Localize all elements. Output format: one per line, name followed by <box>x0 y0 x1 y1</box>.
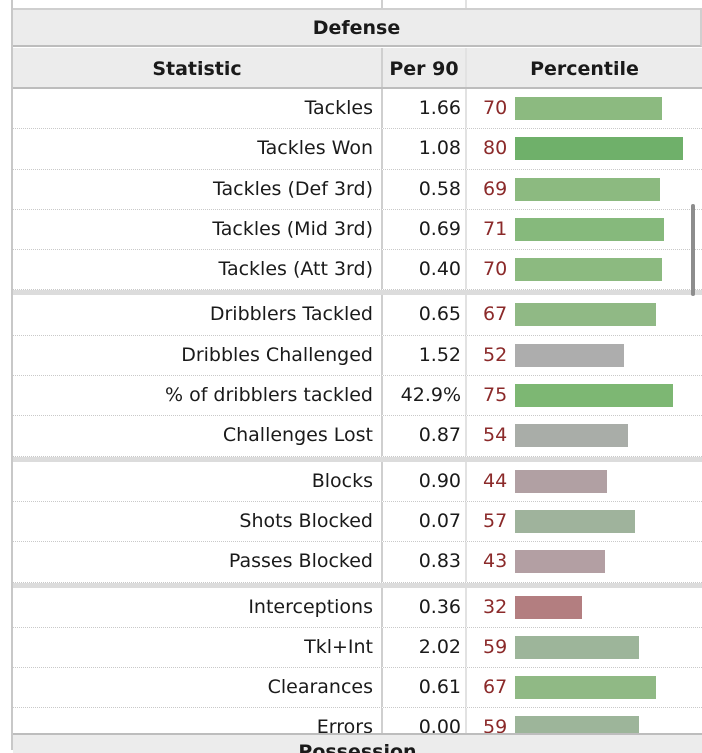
table-row: Interceptions 0.36 32 <box>13 587 702 628</box>
stats-rows: Tackles 1.66 70 Tackles Won 1.08 80 Tackles (D… <box>13 89 702 749</box>
table-row: Clearances 0.61 67 <box>13 668 702 709</box>
stat-name: Tackles (Att 3rd) <box>13 250 383 290</box>
stat-name: Interceptions <box>13 587 383 627</box>
percentile-value: 75 <box>483 384 508 407</box>
table-row: Dribbles Challenged 1.52 52 <box>13 335 702 377</box>
per90-value: 0.65 <box>383 295 467 335</box>
percentile-value: 69 <box>483 177 508 200</box>
percentile-bar <box>515 424 629 448</box>
group-separator <box>13 456 702 462</box>
table-row: Tackles 1.66 70 <box>13 89 702 130</box>
stat-name: Dribblers Tackled <box>13 295 383 335</box>
scrollbar[interactable] <box>691 204 695 296</box>
percentile-value: 44 <box>483 469 508 492</box>
table-row: Challenges Lost 0.87 54 <box>13 416 702 457</box>
stat-name: Tackles (Mid 3rd) <box>13 209 383 250</box>
percentile-value: 32 <box>483 595 508 618</box>
percentile-bar <box>515 676 656 700</box>
percentile-value: 67 <box>483 676 508 699</box>
percentile-bar <box>515 303 656 327</box>
percentile-bar <box>515 97 662 120</box>
per90-value: 1.08 <box>383 129 467 169</box>
per90-value: 2.02 <box>383 627 467 668</box>
percentile-bar <box>515 343 625 367</box>
group-separator <box>13 290 702 296</box>
table-row: Tackles (Def 3rd) 0.58 69 <box>13 169 702 210</box>
next-section-title: Possession <box>13 733 702 753</box>
table-row: % of dribblers tackled 42.9% 75 <box>13 376 702 417</box>
percentile-bar <box>515 217 665 241</box>
percentile-bar <box>515 258 662 282</box>
stat-name: Tackles <box>13 89 383 129</box>
percentile-bar <box>515 550 606 574</box>
per90-value: 0.61 <box>383 668 467 708</box>
stat-name: Tackles (Def 3rd) <box>13 169 383 209</box>
column-divider <box>381 0 383 8</box>
stat-name: Dribbles Challenged <box>13 335 383 376</box>
column-header-per90[interactable]: Per 90 <box>383 48 467 87</box>
stat-name: Shots Blocked <box>13 501 383 542</box>
per90-value: 0.40 <box>383 250 467 290</box>
stat-name: Clearances <box>13 668 383 708</box>
percentile-value: 70 <box>483 97 508 119</box>
per90-value: 42.9% <box>383 376 467 416</box>
percentile-bar <box>515 469 608 493</box>
percentile-value: 80 <box>483 137 508 160</box>
column-divider <box>465 0 467 8</box>
per90-value: 0.07 <box>383 501 467 542</box>
group-separator <box>13 582 702 588</box>
table-row: Blocks 0.90 44 <box>13 461 702 502</box>
percentile-value: 67 <box>483 303 508 326</box>
percentile-value: 70 <box>483 258 508 281</box>
percentile-value: 59 <box>483 716 508 739</box>
per90-value: 1.52 <box>383 335 467 376</box>
percentile-value: 71 <box>483 217 508 240</box>
table-row: Passes Blocked 0.83 43 <box>13 542 702 583</box>
percentile-value: 52 <box>483 343 508 366</box>
stat-name: Challenges Lost <box>13 416 383 456</box>
previous-table-edge <box>13 0 702 9</box>
per90-value: 0.00 <box>383 708 467 748</box>
table-row: Shots Blocked 0.07 57 <box>13 501 702 543</box>
per90-value: 0.69 <box>383 209 467 250</box>
stat-name: Errors <box>13 708 383 748</box>
column-header-statistic[interactable]: Statistic <box>13 48 383 87</box>
defense-stats-table: Defense Statistic Per 90 Percentile Tack… <box>11 0 702 753</box>
percentile-bar <box>515 509 635 533</box>
per90-value: 0.36 <box>383 587 467 627</box>
percentile-bar <box>515 635 639 659</box>
percentile-bar <box>515 177 660 201</box>
table-row: Tackles (Att 3rd) 0.40 70 <box>13 250 702 291</box>
section-title: Defense <box>13 9 702 47</box>
percentile-value: 43 <box>483 550 508 573</box>
per90-value: 0.83 <box>383 542 467 582</box>
column-header-row: Statistic Per 90 Percentile <box>13 48 702 89</box>
percentile-value: 59 <box>483 635 508 658</box>
per90-value: 0.90 <box>383 461 467 501</box>
table-row: Tackles (Mid 3rd) 0.69 71 <box>13 209 702 251</box>
table-row: Tkl+Int 2.02 59 <box>13 627 702 669</box>
stat-name: Tackles Won <box>13 129 383 169</box>
stat-name: % of dribblers tackled <box>13 376 383 416</box>
percentile-value: 54 <box>483 424 508 447</box>
per90-value: 0.58 <box>383 169 467 209</box>
stat-name: Blocks <box>13 461 383 501</box>
stat-name: Passes Blocked <box>13 542 383 582</box>
percentile-bar <box>515 595 583 619</box>
percentile-bar <box>515 137 683 161</box>
percentile-bar <box>515 384 673 408</box>
per90-value: 0.87 <box>383 416 467 456</box>
stat-name: Tkl+Int <box>13 627 383 668</box>
percentile-value: 57 <box>483 509 508 532</box>
column-header-percentile[interactable]: Percentile <box>530 58 639 80</box>
per90-value: 1.66 <box>383 89 467 129</box>
table-row: Dribblers Tackled 0.65 67 <box>13 295 702 336</box>
table-row: Tackles Won 1.08 80 <box>13 129 702 170</box>
